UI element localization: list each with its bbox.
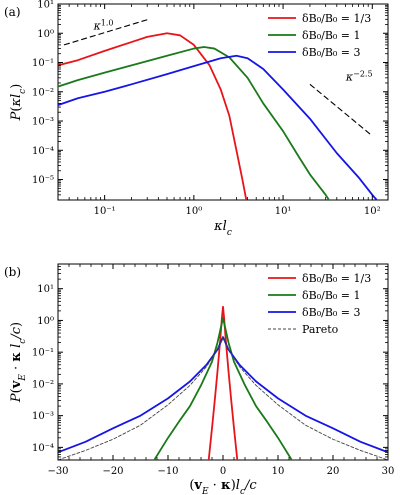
- panel-a-ticks: 10⁻¹ 10⁰ 10¹ 10² 10⁻⁵ 10⁻⁴ 10⁻³ 10⁻² 10⁻¹ 10⁰ 10¹: [32, 0, 388, 217]
- y-tick-label: 10⁻³: [32, 117, 54, 128]
- legend-label: δB₀/B₀ = 1/3: [302, 272, 371, 285]
- panel-a-y-axis-label: P(κlc): [9, 84, 28, 122]
- power-law-label: κ1.0: [93, 18, 114, 33]
- y-tick-label: 10⁻²: [32, 379, 54, 390]
- y-tick-label: 10⁻¹: [32, 58, 54, 69]
- y-tick-label: 10⁰: [37, 316, 54, 327]
- y-tick-label: 10⁻¹: [32, 348, 54, 359]
- y-tick-label: 10⁻³: [32, 411, 54, 422]
- y-tick-label: 10¹: [37, 284, 54, 295]
- power-law-guide-line: [63, 19, 148, 46]
- x-tick-label: 10: [272, 466, 285, 477]
- series-line-1: [207, 305, 239, 460]
- panel-b-plot-area: [58, 305, 388, 460]
- y-tick-label: 10⁰: [37, 29, 54, 40]
- y-tick-label: 10⁻⁵: [32, 175, 54, 186]
- x-tick-label: 10¹: [275, 206, 292, 217]
- panel-a-plot-area: [58, 32, 378, 200]
- legend-label: δB₀/B₀ = 1: [302, 29, 361, 42]
- x-tick-label: −30: [47, 466, 68, 477]
- panel-b-legend: δB₀/B₀ = 1/3 δB₀/B₀ = 1 δB₀/B₀ = 3 Pareto: [268, 272, 371, 336]
- panel-a-x-axis-label: κlc: [213, 219, 232, 238]
- series-line-3: [58, 54, 378, 200]
- x-tick-label: −20: [102, 466, 123, 477]
- x-tick-label: 20: [327, 466, 340, 477]
- y-tick-label: 10⁻⁴: [32, 443, 54, 454]
- x-tick-label: 30: [382, 466, 395, 477]
- panel-b: (b) −30 −20 −10 0 10 20 30 10⁻⁴ 10⁻³ 10⁻² 10⁻¹ 10⁰ 1…: [4, 263, 395, 495]
- series-line-pareto: [58, 336, 388, 460]
- legend-label: δB₀/B₀ = 3: [302, 46, 361, 59]
- panel-a: (a) 10⁻¹ 10⁰ 10¹ 10² 10⁻⁵ 10⁻⁴ 10⁻³ 10⁻² 10⁻¹ 10⁰…: [4, 0, 389, 238]
- y-tick-label: 10⁻⁴: [32, 146, 54, 157]
- power-law-guide-line: [309, 83, 373, 137]
- series-line-1: [58, 32, 248, 200]
- series-line-2: [153, 317, 293, 460]
- x-tick-label: 10²: [364, 206, 381, 217]
- panel-b-ticks: −30 −20 −10 0 10 20 30 10⁻⁴ 10⁻³ 10⁻² 10⁻¹ 10⁰ 10¹: [32, 263, 395, 477]
- x-tick-label: −10: [157, 466, 178, 477]
- power-law-label: κ−2.5: [345, 69, 373, 84]
- legend-label: Pareto: [302, 323, 339, 336]
- x-tick-label: 10⁰: [185, 206, 202, 217]
- panel-a-annotations: κ1.0 κ−2.5: [63, 18, 373, 137]
- y-tick-label: 10¹: [37, 0, 54, 11]
- legend-label: δB₀/B₀ = 1/3: [302, 12, 371, 25]
- panel-b-y-axis-label: P(vE · κ lc/c): [9, 322, 28, 403]
- legend-label: δB₀/B₀ = 3: [302, 306, 361, 319]
- series-line-2: [58, 46, 331, 200]
- x-tick-label: 10⁻¹: [94, 206, 116, 217]
- panel-b-label: (b): [4, 265, 21, 279]
- legend-label: δB₀/B₀ = 1: [302, 289, 361, 302]
- panel-a-label: (a): [4, 5, 21, 19]
- x-tick-label: 0: [220, 466, 226, 477]
- y-tick-label: 10⁻²: [32, 87, 54, 98]
- panel-b-x-axis-label: (vE · κ)lc/c: [189, 478, 257, 495]
- panel-a-legend: δB₀/B₀ = 1/3 δB₀/B₀ = 1 δB₀/B₀ = 3: [268, 12, 371, 59]
- panel-a-plot-frame: [57, 3, 389, 201]
